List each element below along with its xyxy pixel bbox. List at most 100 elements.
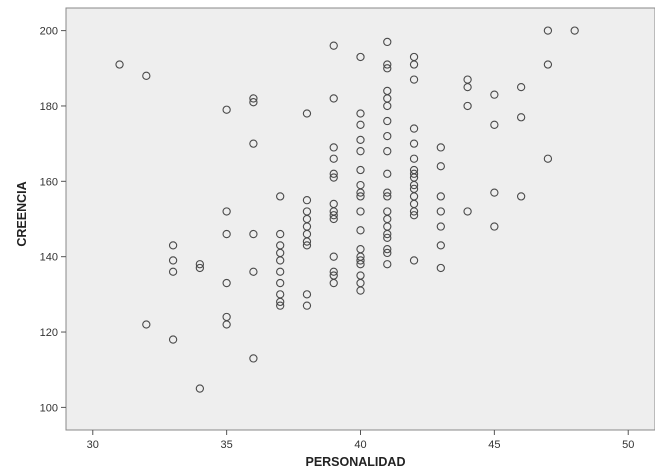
data-point — [356, 192, 365, 201]
x-tick-label: 45 — [488, 439, 500, 451]
data-point — [356, 188, 365, 197]
data-point — [356, 120, 365, 129]
data-point — [356, 260, 365, 269]
data-point — [383, 229, 392, 239]
y-tick-label: 180 — [40, 101, 58, 113]
data-point — [329, 267, 338, 276]
data-point — [222, 229, 231, 239]
data-point — [249, 94, 258, 103]
data-point — [436, 207, 445, 216]
data-point — [329, 41, 338, 50]
data-point — [490, 90, 499, 99]
data-point — [302, 237, 312, 246]
data-point — [168, 256, 178, 265]
data-point — [249, 98, 258, 107]
data-point — [356, 207, 365, 216]
data-point — [329, 214, 338, 224]
data-point — [409, 75, 419, 84]
data-point — [409, 256, 419, 265]
data-point — [249, 229, 258, 239]
data-point — [276, 192, 285, 201]
data-point — [329, 143, 338, 152]
x-tick-label: 35 — [221, 439, 233, 451]
data-point — [490, 222, 499, 231]
data-point — [383, 116, 392, 126]
data-point — [356, 52, 365, 62]
data-point — [195, 263, 205, 273]
data-point — [222, 207, 231, 216]
data-point — [329, 94, 338, 103]
data-point — [356, 135, 365, 145]
data-point — [329, 278, 338, 288]
data-point — [276, 278, 285, 288]
data-point — [168, 241, 178, 250]
data-point — [383, 131, 392, 141]
data-point — [195, 260, 205, 269]
data-point — [543, 26, 553, 35]
x-axis: 30 35 40 45 50 — [87, 430, 634, 451]
data-point — [329, 252, 338, 261]
data-point — [329, 169, 338, 178]
data-point — [409, 211, 419, 220]
data-point — [115, 60, 124, 69]
data-point — [383, 147, 392, 156]
data-point — [436, 192, 445, 201]
data-point — [409, 154, 419, 163]
data-point — [302, 290, 312, 299]
data-point — [383, 233, 392, 242]
y-axis: 100 120 140 160 180 200 — [40, 26, 66, 414]
data-point — [490, 188, 499, 197]
data-point — [356, 256, 365, 265]
data-point — [276, 229, 285, 239]
data-point — [249, 139, 258, 148]
data-point — [463, 101, 472, 111]
data-point — [436, 241, 445, 250]
data-point — [383, 188, 392, 197]
y-tick-label: 100 — [40, 402, 58, 414]
data-point — [383, 169, 392, 178]
data-point — [516, 192, 526, 201]
data-point — [142, 71, 151, 80]
data-point — [356, 226, 365, 235]
data-point — [168, 267, 178, 276]
data-point — [383, 244, 392, 254]
data-point — [142, 320, 151, 329]
data-point — [543, 154, 553, 163]
data-point — [409, 207, 419, 216]
data-point — [490, 120, 499, 129]
x-tick-label: 50 — [622, 439, 634, 451]
data-point — [302, 109, 312, 118]
plot-area — [65, 7, 655, 431]
data-point — [356, 147, 365, 156]
data-point — [356, 286, 365, 295]
y-tick-label: 200 — [40, 26, 58, 38]
data-point — [409, 139, 419, 148]
data-point — [516, 82, 526, 92]
data-point — [383, 37, 392, 47]
data-point — [222, 278, 231, 288]
data-point — [329, 173, 338, 182]
data-point — [409, 169, 419, 178]
data-point — [276, 301, 285, 310]
data-point — [302, 196, 312, 205]
data-point — [276, 256, 285, 265]
data-point — [195, 384, 205, 393]
data-point — [463, 82, 472, 92]
data-point — [436, 143, 445, 152]
data-point — [383, 248, 392, 258]
data-point — [436, 222, 445, 231]
data-point — [356, 165, 365, 175]
data-point — [222, 320, 231, 329]
data-point — [463, 207, 472, 216]
data-point — [383, 192, 392, 201]
data-point — [409, 60, 419, 69]
data-point — [516, 113, 526, 122]
data-point — [329, 211, 338, 220]
data-point — [383, 64, 392, 73]
data-point — [383, 260, 392, 269]
data-point — [276, 297, 285, 307]
data-point — [436, 162, 445, 171]
data-point — [436, 263, 445, 273]
x-tick-label: 40 — [354, 439, 366, 451]
data-point — [409, 124, 419, 133]
